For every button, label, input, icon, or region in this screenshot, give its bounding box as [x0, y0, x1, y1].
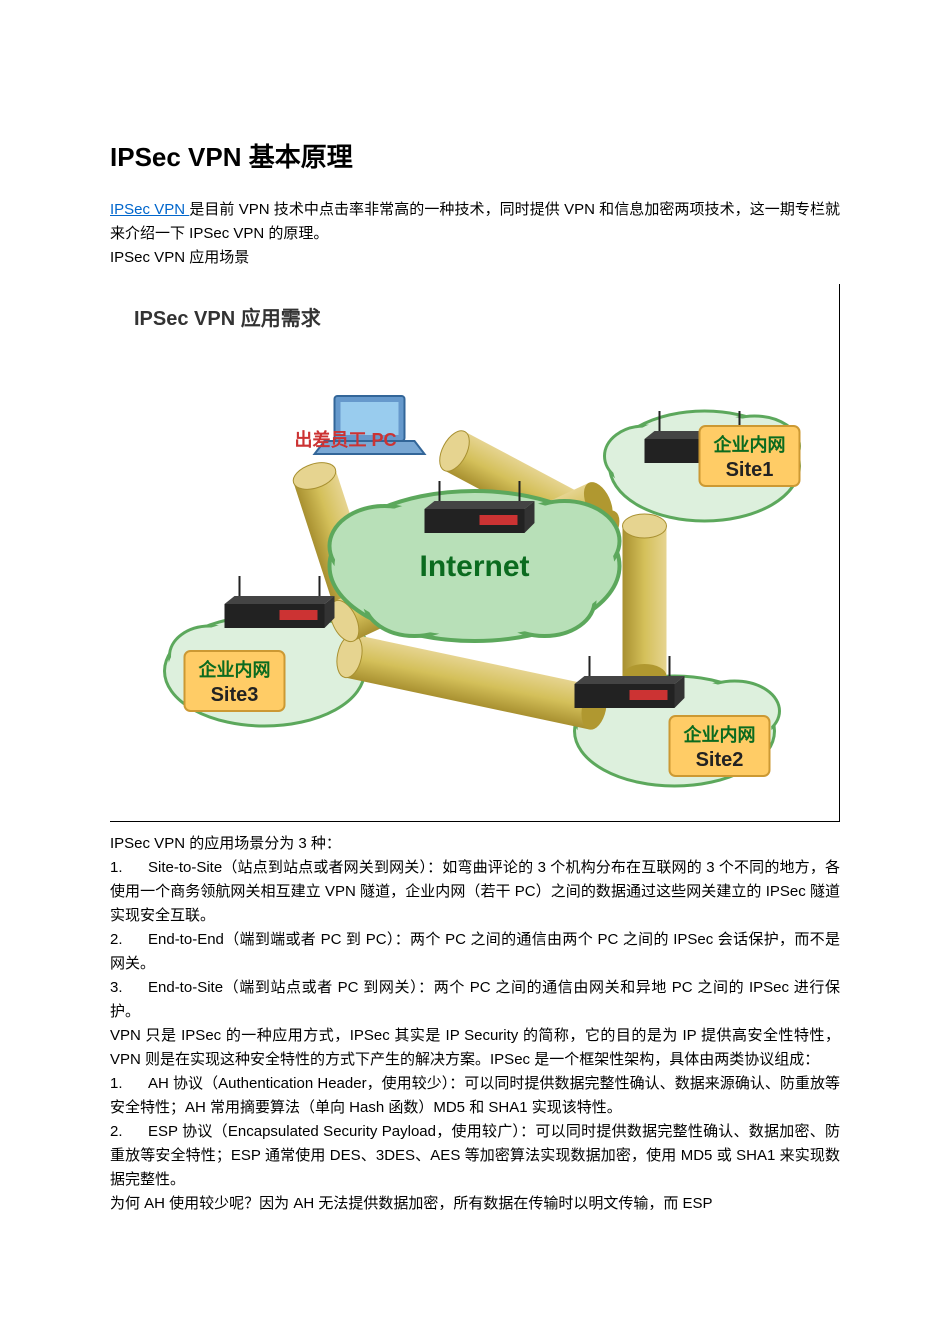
svg-text:企业内网: 企业内网 — [713, 434, 786, 455]
svg-text:Site3: Site3 — [211, 684, 259, 706]
site2-label: 企业内网 Site2 — [670, 716, 770, 776]
svg-text:Site1: Site1 — [726, 459, 774, 481]
scene-intro: IPSec VPN 的应用场景分为 3 种： — [110, 832, 840, 856]
site3-label: 企业内网 Site3 — [185, 651, 285, 711]
protocol-2: 2.ESP 协议（Encapsulated Security Payload，使… — [110, 1120, 840, 1192]
subheading: IPSec VPN 应用场景 — [110, 246, 840, 270]
intro-rest: 是目前 VPN 技术中点击率非常高的一种技术，同时提供 VPN 和信息加密两项技… — [110, 201, 840, 242]
page-title: IPSec VPN 基本原理 — [110, 137, 840, 174]
tunnel-site3-site2 — [333, 632, 610, 732]
scene-3-num: 3. — [110, 976, 148, 1000]
scene-3-text: End-to-Site（端到站点或者 PC 到网关）：两个 PC 之间的通信由网… — [110, 979, 840, 1020]
protocol-1-text: AH 协议（Authentication Header，使用较少）：可以同时提供… — [110, 1075, 840, 1116]
scene-2-num: 2. — [110, 928, 148, 952]
router-site3 — [225, 576, 335, 628]
protocol-2-num: 2. — [110, 1120, 148, 1144]
internet-label: Internet — [419, 550, 529, 583]
scene-2: 2.End-to-End（端到端或者 PC 到 PC）：两个 PC 之间的通信由… — [110, 928, 840, 976]
site1-label: 企业内网 Site1 — [700, 426, 800, 486]
svg-text:企业内网: 企业内网 — [683, 724, 756, 745]
tunnel-site1-site2 — [623, 514, 667, 688]
scene-1: 1.Site-to-Site（站点到站点或者网关到网关）：如弯曲评论的 3 个机… — [110, 856, 840, 928]
closing-paragraph: 为何 AH 使用较少呢？因为 AH 无法提供数据加密，所有数据在传输时以明文传输… — [110, 1192, 840, 1216]
protocol-2-text: ESP 协议（Encapsulated Security Payload，使用较… — [110, 1123, 840, 1188]
scene-1-num: 1. — [110, 856, 148, 880]
scene-2-text: End-to-End（端到端或者 PC 到 PC）：两个 PC 之间的通信由两个… — [110, 931, 840, 972]
svg-text:Site2: Site2 — [696, 749, 744, 771]
scene-1-text: Site-to-Site（站点到站点或者网关到网关）：如弯曲评论的 3 个机构分… — [110, 859, 840, 924]
ipsec-vpn-link[interactable]: IPSec VPN — [110, 201, 189, 218]
protocol-1-num: 1. — [110, 1072, 148, 1096]
diagram-title: IPSec VPN 应用需求 — [110, 284, 839, 331]
scene-3: 3.End-to-Site（端到站点或者 PC 到网关）：两个 PC 之间的通信… — [110, 976, 840, 1024]
protocol-1: 1.AH 协议（Authentication Header，使用较少）：可以同时… — [110, 1072, 840, 1120]
diagram-container: IPSec VPN 应用需求 — [110, 284, 840, 822]
pc-label: 出差员工 PC — [295, 429, 397, 450]
intro-paragraph: IPSec VPN 是目前 VPN 技术中点击率非常高的一种技术，同时提供 VP… — [110, 198, 840, 246]
svg-text:企业内网: 企业内网 — [198, 659, 271, 680]
ipsec-diagram: Internet 出差员工 PC — [110, 331, 839, 821]
vpn-paragraph: VPN 只是 IPSec 的一种应用方式，IPSec 其实是 IP Securi… — [110, 1024, 840, 1072]
